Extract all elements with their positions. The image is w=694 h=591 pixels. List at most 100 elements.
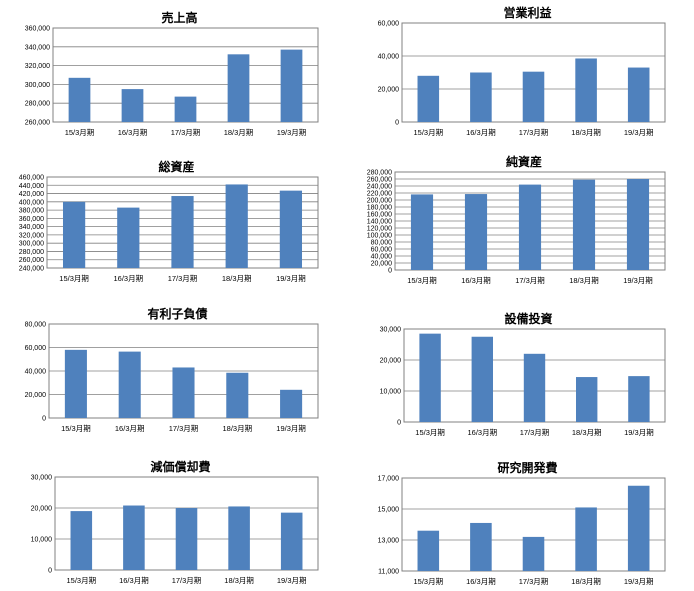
- x-category-label: 15/3月期: [66, 576, 96, 585]
- x-category-label: 19/3月期: [277, 128, 307, 137]
- y-tick-label: 20,000: [25, 392, 47, 399]
- bar: [627, 485, 650, 571]
- y-tick-label: 40,000: [25, 369, 47, 376]
- chart-title: 設備投資: [504, 311, 552, 326]
- chart-net-assets: 純資産 020,00040,00060,00080,000100,000120,0…: [367, 154, 666, 285]
- y-tick-label: 10,000: [380, 389, 402, 396]
- chart-title: 売上高: [161, 10, 197, 25]
- bar: [471, 336, 494, 422]
- y-tick-label: 20,000: [31, 506, 53, 513]
- x-category-label: 17/3月期: [168, 274, 198, 283]
- x-category-label: 19/3月期: [277, 576, 307, 585]
- y-tick-label: 120,000: [367, 226, 392, 233]
- chart-sales: 売上高 260,000 280,000 300,000 320,000 340,000 36…: [25, 10, 319, 137]
- x-category-label: 18/3月期: [224, 128, 254, 137]
- y-tick-label: 280,000: [19, 249, 44, 256]
- y-tick-label: 400,000: [19, 199, 44, 206]
- x-category-label: 18/3月期: [222, 274, 252, 283]
- y-tick-label: 20,000: [378, 87, 400, 94]
- y-tick-label: 80,000: [25, 322, 47, 329]
- y-tick-label: 280,000: [25, 101, 50, 108]
- bar: [419, 333, 441, 422]
- chart-title: 総資産: [158, 159, 194, 174]
- bar: [280, 389, 303, 418]
- bar: [171, 196, 194, 268]
- bar: [523, 353, 546, 422]
- x-category-label: 18/3月期: [224, 576, 254, 585]
- y-tick-label: 0: [397, 420, 401, 427]
- x-category-label: 19/3月期: [623, 276, 653, 285]
- x-category-label: 15/3月期: [415, 428, 445, 437]
- bar: [417, 75, 440, 122]
- x-category-label: 16/3月期: [113, 274, 143, 283]
- x-category-label: 16/3月期: [466, 128, 496, 137]
- x-category-label: 18/3月期: [569, 276, 599, 285]
- bar: [226, 372, 249, 418]
- bar: [118, 351, 141, 418]
- y-tick-label: 340,000: [25, 44, 50, 51]
- y-tick-label: 320,000: [25, 63, 50, 70]
- chart-title: 営業利益: [503, 5, 551, 20]
- x-category-label: 18/3月期: [572, 428, 602, 437]
- bar: [123, 505, 145, 570]
- bar: [522, 71, 545, 122]
- x-category-label: 19/3月期: [276, 274, 306, 283]
- y-tick-label: 40,000: [371, 254, 393, 261]
- bar: [522, 536, 545, 571]
- x-category-label: 17/3月期: [169, 424, 199, 433]
- y-tick-label: 300,000: [25, 82, 50, 89]
- y-tick-label: 0: [395, 120, 399, 127]
- chart-interest-bearing-debt: 有利子負債 0 20,000 40,000 60,000 80,000 15/3月期 16/3…: [25, 306, 319, 433]
- x-category-label: 18/3月期: [222, 424, 252, 433]
- y-tick-label: 0: [42, 416, 46, 423]
- bar: [518, 184, 542, 270]
- bar: [227, 54, 250, 122]
- y-tick-label: 140,000: [367, 219, 392, 226]
- x-category-label: 19/3月期: [624, 577, 654, 586]
- y-tick-label: 17,000: [378, 476, 400, 483]
- bar: [68, 77, 91, 122]
- x-category-label: 15/3月期: [413, 128, 443, 137]
- y-tick-label: 300,000: [19, 241, 44, 248]
- chart-title: 減価償却費: [150, 459, 210, 474]
- y-tick-label: 0: [388, 268, 392, 275]
- y-tick-label: 360,000: [19, 216, 44, 223]
- y-tick-label: 200,000: [367, 198, 392, 205]
- y-tick-label: 440,000: [19, 183, 44, 190]
- bar: [228, 506, 250, 570]
- bar: [279, 190, 303, 268]
- y-tick-label: 11,000: [378, 569, 399, 576]
- x-category-label: 15/3月期: [65, 128, 95, 137]
- chart-title: 研究開発費: [497, 460, 557, 475]
- x-category-label: 16/3月期: [118, 128, 148, 137]
- bar: [64, 349, 87, 418]
- y-tick-label: 260,000: [367, 177, 392, 184]
- x-category-label: 18/3月期: [571, 577, 601, 586]
- x-category-label: 15/3月期: [61, 424, 91, 433]
- bar: [175, 508, 198, 570]
- y-tick-label: 60,000: [371, 247, 393, 254]
- y-tick-label: 30,000: [380, 327, 402, 334]
- x-category-label: 15/3月期: [407, 276, 437, 285]
- bar: [627, 67, 650, 122]
- y-tick-label: 340,000: [19, 224, 44, 231]
- chart-rd-expense: 研究開発費 11,000 13,000 15,000 17,000 15/3月期 16/3月…: [378, 460, 666, 586]
- y-tick-label: 380,000: [19, 208, 44, 215]
- bar: [280, 512, 303, 570]
- y-tick-label: 260,000: [25, 120, 50, 127]
- bar: [410, 194, 434, 270]
- y-tick-label: 30,000: [31, 475, 53, 482]
- y-tick-label: 360,000: [25, 26, 50, 33]
- y-tick-label: 180,000: [367, 205, 392, 212]
- bar: [62, 201, 86, 268]
- x-category-label: 16/3月期: [461, 276, 491, 285]
- y-tick-label: 460,000: [19, 175, 44, 182]
- bar: [470, 522, 492, 571]
- bar: [70, 511, 93, 570]
- x-category-label: 19/3月期: [624, 428, 654, 437]
- y-tick-label: 20,000: [371, 261, 393, 268]
- bar: [572, 179, 596, 270]
- y-tick-label: 0: [48, 568, 52, 575]
- x-category-label: 17/3月期: [519, 577, 549, 586]
